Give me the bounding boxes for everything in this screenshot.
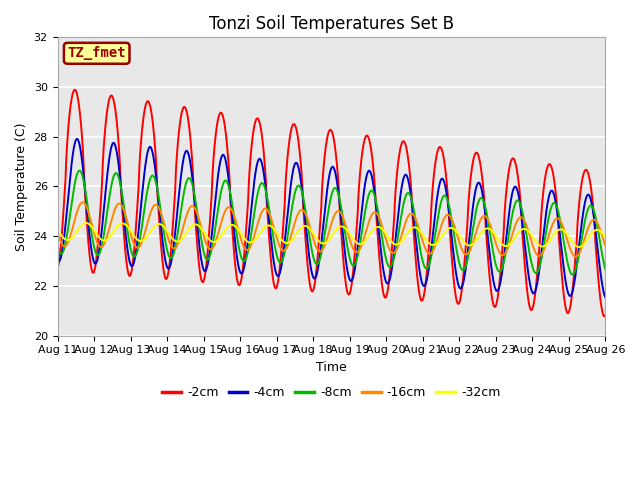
-16cm [572, 254, 579, 260]
-2cm [54, 266, 61, 272]
Line: -8cm: -8cm [58, 170, 605, 275]
Y-axis label: Soil Temperature (C): Soil Temperature (C) [15, 122, 28, 251]
-4cm [602, 294, 609, 300]
Line: -4cm: -4cm [58, 139, 605, 297]
-16cm [417, 231, 424, 237]
-8cm [237, 253, 245, 259]
Line: -2cm: -2cm [58, 90, 605, 316]
-32cm [163, 228, 170, 233]
-4cm [237, 271, 245, 276]
-16cm [79, 199, 86, 205]
-4cm [417, 274, 424, 280]
-32cm [417, 229, 424, 235]
X-axis label: Time: Time [316, 361, 347, 374]
-4cm [73, 136, 81, 142]
-2cm [601, 313, 609, 319]
-32cm [82, 220, 90, 226]
-16cm [488, 228, 496, 234]
-32cm [537, 243, 545, 249]
-16cm [163, 229, 170, 235]
Text: TZ_fmet: TZ_fmet [67, 46, 126, 60]
-4cm [54, 257, 61, 263]
-16cm [602, 243, 609, 249]
-32cm [575, 244, 583, 250]
-4cm [488, 271, 496, 276]
-4cm [163, 262, 170, 268]
-8cm [488, 244, 496, 250]
-2cm [537, 226, 545, 232]
-2cm [417, 296, 424, 302]
-8cm [417, 249, 424, 254]
-4cm [537, 257, 545, 263]
Title: Tonzi Soil Temperatures Set B: Tonzi Soil Temperatures Set B [209, 15, 454, 33]
-8cm [537, 260, 545, 265]
-32cm [237, 231, 245, 237]
-8cm [163, 244, 170, 250]
-16cm [237, 237, 245, 242]
-4cm [176, 185, 184, 191]
-16cm [176, 236, 184, 242]
-8cm [76, 168, 83, 173]
-2cm [488, 296, 496, 302]
-8cm [602, 266, 609, 272]
-8cm [176, 216, 184, 222]
-16cm [537, 252, 545, 258]
-2cm [71, 87, 79, 93]
-8cm [54, 242, 61, 248]
-2cm [237, 278, 245, 284]
-32cm [176, 238, 184, 244]
Line: -32cm: -32cm [58, 223, 605, 247]
-2cm [602, 312, 609, 318]
-8cm [569, 272, 577, 277]
-32cm [602, 234, 609, 240]
Line: -16cm: -16cm [58, 202, 605, 257]
-2cm [176, 122, 184, 128]
-32cm [488, 228, 496, 234]
-2cm [163, 276, 170, 282]
-16cm [54, 229, 61, 235]
-32cm [54, 227, 61, 233]
Legend: -2cm, -4cm, -8cm, -16cm, -32cm: -2cm, -4cm, -8cm, -16cm, -32cm [157, 381, 506, 404]
